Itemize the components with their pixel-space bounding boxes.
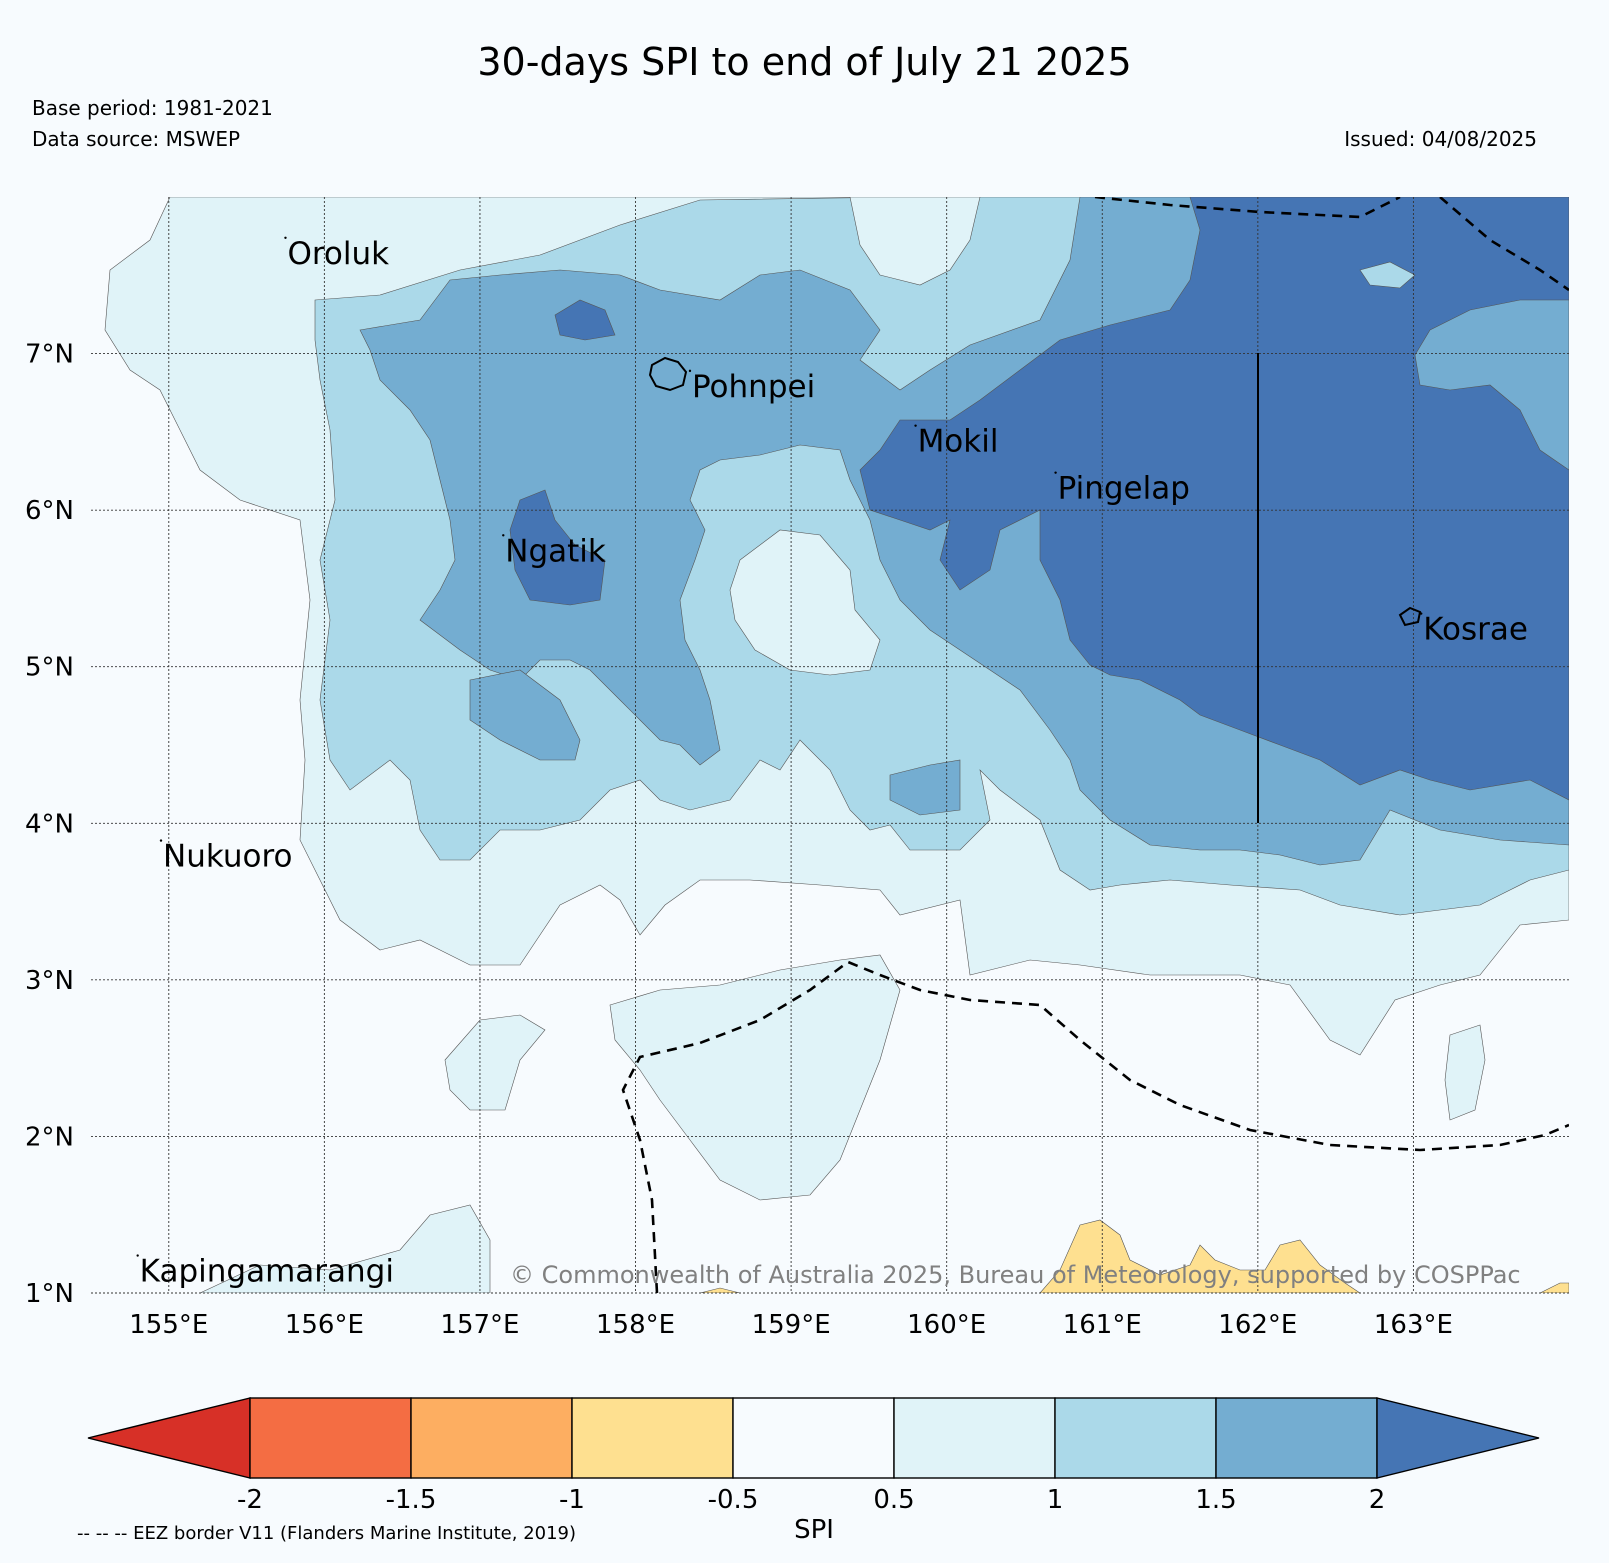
colorbar-tick-label: -2 [237,1485,263,1515]
lat-tick-label: 7°N [25,340,74,370]
copyright-text: © Commonwealth of Australia 2025, Bureau… [510,1261,1521,1289]
contour-0.5-1-hole [729,529,881,676]
colorbar-tick-label: -1.5 [386,1485,437,1515]
pohnpei-island-outline [648,356,688,392]
place-label-kosrae: Kosrae [1423,612,1528,648]
lon-tick-label: 160°E [907,1310,986,1340]
place-label-mokil: Mokil [918,424,999,460]
lon-tick-label: 163°E [1374,1310,1453,1340]
lat-tick-label: 2°N [25,1122,74,1152]
colorbar-tick-labels: -2 -1.5 -1 -0.5 0.5 1 1.5 2 [237,1485,1385,1515]
contour-neg-1-0.5-c [699,1287,741,1293]
contour-gt-2 [859,197,1569,801]
place-label-pohnpei: Pohnpei [692,369,815,405]
eez-border-north [1094,197,1401,219]
latitude-labels: 7°N 6°N 5°N 4°N 3°N 2°N 1°N [25,340,74,1309]
spi-contours [104,197,1569,1293]
place-marker [159,839,163,842]
contour-0.5-1-far-sw [199,1204,491,1293]
colorbar-neg2-neg1.5 [249,1397,412,1479]
contour-0.5-1-sw [444,1014,546,1111]
place-marker [914,424,917,427]
issued-label: Issued: 04/08/2025 [1344,127,1537,151]
colorbar-0.5-1 [893,1397,1056,1479]
data-source-label: Data source: MSWEP [32,127,241,151]
place-label-oroluk: Oroluk [287,236,389,272]
contour-neg-1-0.5-a [1039,1219,1361,1293]
contour-neg-1-0.5-b [1539,1282,1569,1293]
contour-gt-2-north [554,299,616,341]
longitude-labels: 155°E 156°E 157°E 158°E 159°E 160°E 161°E 162°E… [129,1310,1453,1340]
contour-0.5-1-south [609,954,901,1201]
colorbar-lt-neg2 [87,1397,251,1479]
lat-tick-label: 5°N [25,653,74,683]
contour-0.5-1-north [849,197,981,286]
eez-note: -- -- -- EEZ border V11 (Flanders Marine… [77,1523,577,1544]
colorbar-tick-label: 2 [1369,1485,1386,1515]
place-marker [136,1254,139,1257]
eez-border-ne [1439,197,1569,292]
colorbar-tick-label: 1 [1047,1485,1064,1515]
place-labels: Oroluk Pohnpei Mokil Pingelap Ngatik Kosrae Nu… [136,236,1528,1290]
lat-tick-label: 4°N [25,809,74,839]
contour-0.5-1-se [1444,1024,1486,1121]
lon-tick-label: 156°E [285,1310,364,1340]
colorbar-neg1-neg0.5 [571,1397,734,1479]
place-marker [502,534,505,537]
lon-tick-label: 159°E [752,1310,831,1340]
colorbar-tick-label: 0.5 [873,1485,914,1515]
colorbar-gt-2 [1376,1397,1540,1479]
colorbar-tick-label: -0.5 [708,1485,759,1515]
colorbar-1.5-2 [1215,1397,1378,1479]
colorbar-tick-label: -1 [559,1485,585,1515]
lon-tick-label: 158°E [596,1310,675,1340]
place-marker [284,236,287,239]
map-title: 30-days SPI to end of July 21 2025 [477,40,1132,84]
place-marker [1054,471,1057,474]
contour-1.5-2-south [889,759,961,816]
kosrae-island-outline [1398,606,1422,627]
lat-tick-label: 1°N [25,1279,74,1309]
lon-tick-label: 161°E [1063,1310,1142,1340]
colorbar-tick-label: 1.5 [1195,1485,1236,1515]
spi-colorbar [87,1397,1540,1479]
lat-tick-label: 6°N [25,496,74,526]
colorbar-label: SPI [794,1515,834,1545]
lon-tick-label: 162°E [1218,1310,1297,1340]
place-label-kapingamarangi: Kapingamarangi [140,1254,394,1290]
eez-borders [621,197,1569,1293]
colorbar-neg1.5-neg1 [410,1397,573,1479]
colorbar-1-1.5 [1054,1397,1217,1479]
contour-1-1.5-hole-ne [1359,261,1416,289]
place-label-pingelap: Pingelap [1058,471,1190,507]
base-period-label: Base period: 1981-2021 [32,96,273,120]
colorbar-neg0.5-0.5 [732,1397,895,1479]
eez-border-south [621,960,1569,1293]
lon-tick-label: 155°E [129,1310,208,1340]
place-marker [1420,612,1423,615]
place-label-ngatik: Ngatik [505,533,606,569]
lon-tick-label: 157°E [440,1310,519,1340]
lat-tick-label: 3°N [25,966,74,996]
place-marker [688,369,692,373]
place-label-nukuoro: Nukuoro [163,839,292,875]
contour-1.5-2-hole-ne [1414,299,1569,471]
